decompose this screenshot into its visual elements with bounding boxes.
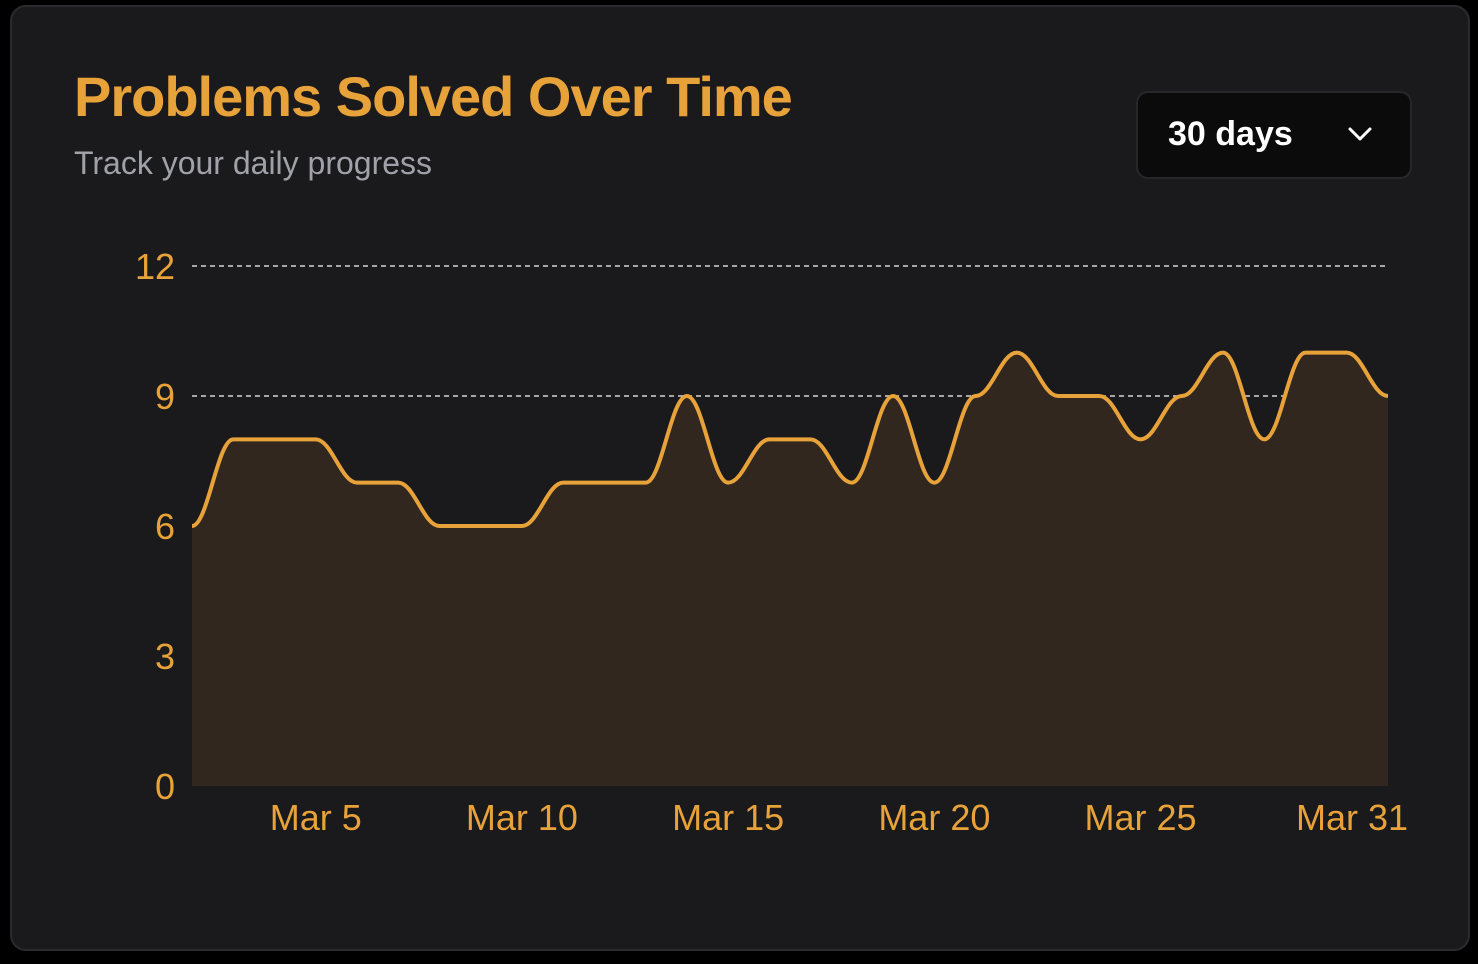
x-tick-label: Mar 10	[466, 797, 578, 838]
x-tick-label: Mar 15	[672, 797, 784, 838]
x-tick-label: Mar 5	[270, 797, 362, 838]
y-axis-labels: 0 3 6 9 12	[135, 246, 175, 807]
x-tick-label: Mar 20	[878, 797, 990, 838]
y-tick-label: 0	[155, 766, 175, 807]
chart-subtitle: Track your daily progress	[74, 145, 433, 181]
chart-title: Problems Solved Over Time	[74, 65, 793, 128]
y-tick-label: 12	[135, 246, 175, 287]
x-axis-labels: Mar 5 Mar 10 Mar 15 Mar 20 Mar 25 Mar 31	[270, 797, 1408, 838]
x-tick-label: Mar 31	[1296, 797, 1408, 838]
area-fill	[192, 352, 1388, 786]
range-select[interactable]: 30 days	[1136, 91, 1412, 179]
y-tick-label: 6	[155, 506, 175, 547]
series-line	[191, 350, 1389, 528]
chevron-down-icon	[1348, 127, 1372, 141]
x-tick-label: Mar 25	[1085, 797, 1197, 838]
y-tick-label: 3	[155, 636, 175, 677]
y-tick-label: 9	[155, 376, 175, 417]
range-select-value: 30 days	[1168, 115, 1293, 153]
